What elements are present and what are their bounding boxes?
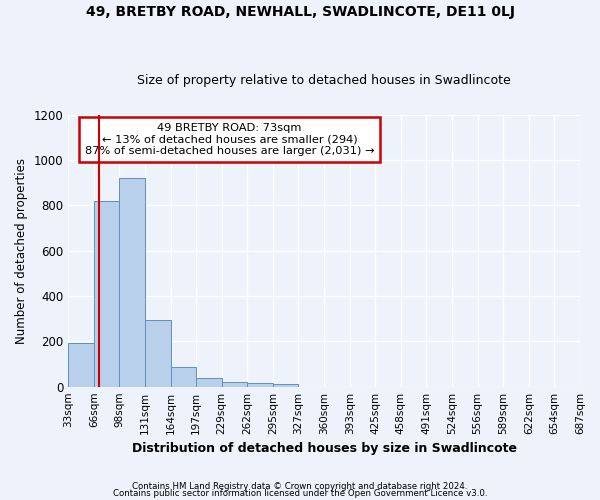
Y-axis label: Number of detached properties: Number of detached properties xyxy=(15,158,28,344)
Text: 49, BRETBY ROAD, NEWHALL, SWADLINCOTE, DE11 0LJ: 49, BRETBY ROAD, NEWHALL, SWADLINCOTE, D… xyxy=(86,5,515,19)
Bar xyxy=(94,200,119,386)
Bar xyxy=(222,382,247,386)
Bar xyxy=(196,378,222,386)
Bar xyxy=(119,178,145,386)
Text: 49 BRETBY ROAD: 73sqm
← 13% of detached houses are smaller (294)
87% of semi-det: 49 BRETBY ROAD: 73sqm ← 13% of detached … xyxy=(85,122,374,156)
Text: Contains HM Land Registry data © Crown copyright and database right 2024.: Contains HM Land Registry data © Crown c… xyxy=(132,482,468,491)
Bar xyxy=(170,368,196,386)
Bar xyxy=(68,343,94,386)
Title: Size of property relative to detached houses in Swadlincote: Size of property relative to detached ho… xyxy=(137,74,511,87)
Text: Contains public sector information licensed under the Open Government Licence v3: Contains public sector information licen… xyxy=(113,490,487,498)
Bar xyxy=(145,320,170,386)
X-axis label: Distribution of detached houses by size in Swadlincote: Distribution of detached houses by size … xyxy=(131,442,517,455)
Bar xyxy=(247,384,273,386)
Bar xyxy=(273,384,298,386)
